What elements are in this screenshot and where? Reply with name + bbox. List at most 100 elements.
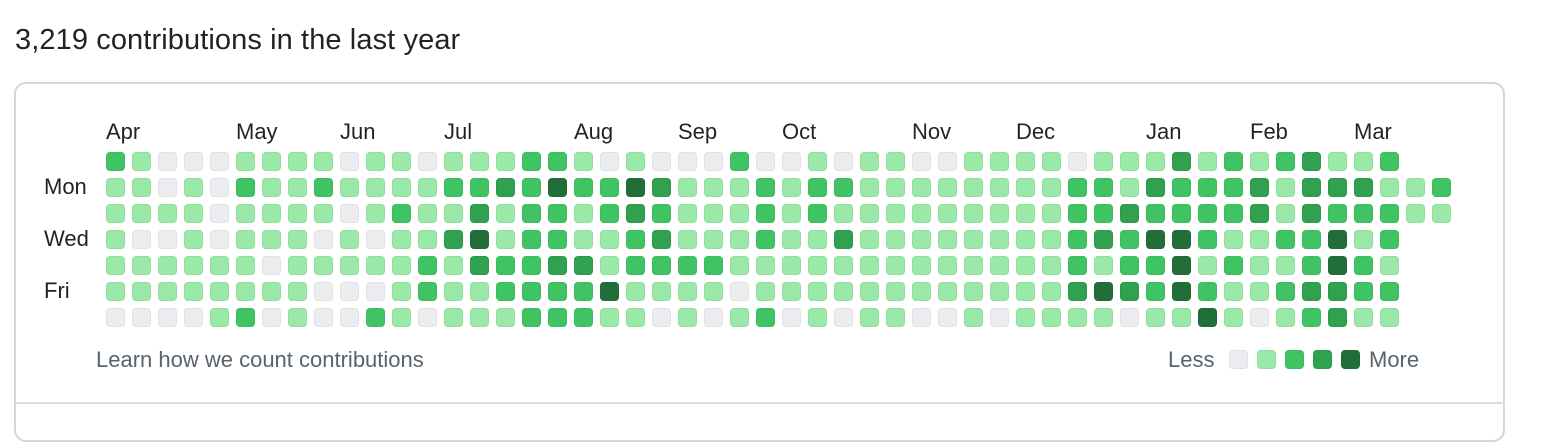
contribution-day-cell[interactable] (288, 256, 307, 275)
contribution-day-cell[interactable] (1406, 204, 1425, 223)
contribution-day-cell[interactable] (236, 178, 255, 197)
contribution-day-cell[interactable] (1250, 204, 1269, 223)
contribution-day-cell[interactable] (886, 308, 905, 327)
contribution-day-cell[interactable] (964, 204, 983, 223)
contribution-day-cell[interactable] (366, 282, 385, 301)
contribution-day-cell[interactable] (1276, 204, 1295, 223)
contribution-day-cell[interactable] (1406, 178, 1425, 197)
contribution-day-cell[interactable] (314, 230, 333, 249)
contribution-day-cell[interactable] (782, 282, 801, 301)
contribution-day-cell[interactable] (704, 230, 723, 249)
contribution-day-cell[interactable] (678, 178, 697, 197)
contribution-day-cell[interactable] (106, 178, 125, 197)
contribution-day-cell[interactable] (184, 152, 203, 171)
contribution-day-cell[interactable] (1042, 282, 1061, 301)
contribution-day-cell[interactable] (1250, 282, 1269, 301)
contribution-day-cell[interactable] (834, 256, 853, 275)
contribution-day-cell[interactable] (236, 256, 255, 275)
contribution-day-cell[interactable] (808, 152, 827, 171)
contribution-day-cell[interactable] (1146, 230, 1165, 249)
contribution-day-cell[interactable] (1354, 308, 1373, 327)
contribution-day-cell[interactable] (496, 308, 515, 327)
contribution-day-cell[interactable] (522, 204, 541, 223)
contribution-day-cell[interactable] (1068, 230, 1087, 249)
contribution-day-cell[interactable] (1224, 308, 1243, 327)
contribution-day-cell[interactable] (626, 282, 645, 301)
contribution-day-cell[interactable] (340, 204, 359, 223)
contribution-day-cell[interactable] (834, 282, 853, 301)
contribution-day-cell[interactable] (522, 152, 541, 171)
contribution-day-cell[interactable] (730, 204, 749, 223)
contribution-day-cell[interactable] (1302, 230, 1321, 249)
contribution-day-cell[interactable] (704, 152, 723, 171)
contribution-day-cell[interactable] (1354, 178, 1373, 197)
contribution-day-cell[interactable] (106, 308, 125, 327)
contribution-day-cell[interactable] (626, 178, 645, 197)
contribution-day-cell[interactable] (548, 178, 567, 197)
contribution-day-cell[interactable] (1224, 230, 1243, 249)
contribution-day-cell[interactable] (210, 282, 229, 301)
contribution-day-cell[interactable] (1120, 204, 1139, 223)
contribution-day-cell[interactable] (158, 230, 177, 249)
contribution-day-cell[interactable] (1068, 256, 1087, 275)
contribution-day-cell[interactable] (860, 230, 879, 249)
contribution-day-cell[interactable] (1042, 256, 1061, 275)
contribution-day-cell[interactable] (158, 204, 177, 223)
contribution-day-cell[interactable] (834, 308, 853, 327)
contribution-day-cell[interactable] (782, 256, 801, 275)
contribution-day-cell[interactable] (444, 178, 463, 197)
contribution-day-cell[interactable] (730, 282, 749, 301)
contribution-day-cell[interactable] (1328, 178, 1347, 197)
contribution-day-cell[interactable] (1172, 178, 1191, 197)
contribution-day-cell[interactable] (1042, 152, 1061, 171)
contribution-day-cell[interactable] (158, 308, 177, 327)
contribution-day-cell[interactable] (184, 178, 203, 197)
contribution-day-cell[interactable] (1302, 256, 1321, 275)
contribution-day-cell[interactable] (496, 230, 515, 249)
contribution-day-cell[interactable] (912, 230, 931, 249)
contribution-day-cell[interactable] (912, 204, 931, 223)
contribution-day-cell[interactable] (522, 230, 541, 249)
contribution-day-cell[interactable] (1120, 256, 1139, 275)
contribution-day-cell[interactable] (418, 282, 437, 301)
contribution-day-cell[interactable] (1250, 230, 1269, 249)
contribution-day-cell[interactable] (1016, 152, 1035, 171)
contribution-day-cell[interactable] (314, 178, 333, 197)
contribution-day-cell[interactable] (1146, 204, 1165, 223)
contribution-day-cell[interactable] (756, 230, 775, 249)
contribution-day-cell[interactable] (262, 308, 281, 327)
contribution-day-cell[interactable] (496, 282, 515, 301)
contribution-day-cell[interactable] (1094, 282, 1113, 301)
contribution-day-cell[interactable] (340, 308, 359, 327)
contribution-day-cell[interactable] (1198, 230, 1217, 249)
contribution-day-cell[interactable] (1302, 308, 1321, 327)
contribution-day-cell[interactable] (652, 152, 671, 171)
contribution-day-cell[interactable] (990, 152, 1009, 171)
contribution-day-cell[interactable] (470, 178, 489, 197)
contribution-day-cell[interactable] (1068, 308, 1087, 327)
contribution-day-cell[interactable] (1276, 282, 1295, 301)
contribution-day-cell[interactable] (288, 308, 307, 327)
contribution-day-cell[interactable] (964, 256, 983, 275)
contribution-day-cell[interactable] (574, 256, 593, 275)
contribution-day-cell[interactable] (236, 204, 255, 223)
contribution-day-cell[interactable] (522, 178, 541, 197)
contribution-day-cell[interactable] (704, 178, 723, 197)
contribution-day-cell[interactable] (1328, 282, 1347, 301)
contribution-day-cell[interactable] (1146, 308, 1165, 327)
contribution-day-cell[interactable] (626, 256, 645, 275)
contribution-day-cell[interactable] (652, 204, 671, 223)
contribution-day-cell[interactable] (964, 178, 983, 197)
contribution-day-cell[interactable] (158, 256, 177, 275)
contribution-day-cell[interactable] (548, 204, 567, 223)
contribution-day-cell[interactable] (1068, 204, 1087, 223)
contribution-day-cell[interactable] (1380, 256, 1399, 275)
contribution-day-cell[interactable] (1432, 178, 1451, 197)
contribution-day-cell[interactable] (470, 308, 489, 327)
contribution-day-cell[interactable] (886, 178, 905, 197)
contribution-day-cell[interactable] (626, 308, 645, 327)
contribution-day-cell[interactable] (1042, 308, 1061, 327)
contribution-day-cell[interactable] (730, 230, 749, 249)
contribution-day-cell[interactable] (1380, 308, 1399, 327)
contribution-day-cell[interactable] (340, 256, 359, 275)
